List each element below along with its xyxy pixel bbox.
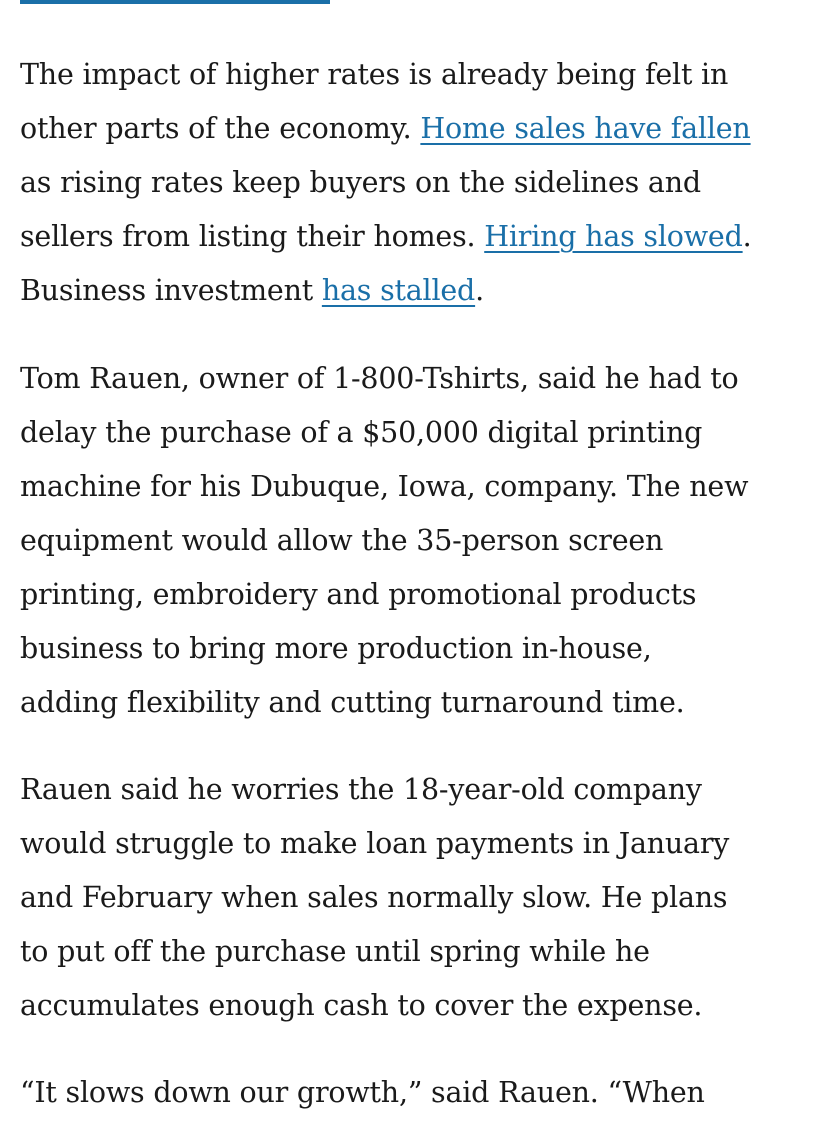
- text-line: equipment would allow the 35-person scre…: [20, 514, 748, 568]
- paragraph-2: Tom Rauen, owner of 1-800-Tshirts, said …: [20, 352, 748, 730]
- text-line: business to bring more production in-hou…: [20, 622, 748, 676]
- text-run: as rising rates keep buyers on the sidel…: [20, 166, 701, 199]
- text-run: other parts of the economy.: [20, 112, 421, 145]
- text-run: to put off the purchase until spring whi…: [20, 935, 650, 968]
- paragraph-1: The impact of higher rates is already be…: [20, 48, 752, 318]
- text-line: printing, embroidery and promotional pro…: [20, 568, 748, 622]
- text-line: adding flexibility and cutting turnaroun…: [20, 676, 748, 730]
- text-line: accumulates enough cash to cover the exp…: [20, 979, 729, 1033]
- text-run: sellers from listing their homes.: [20, 220, 485, 253]
- text-run: machine for his Dubuque, Iowa, company. …: [20, 470, 749, 503]
- text-line: The impact of higher rates is already be…: [20, 48, 751, 102]
- text-run: would struggle to make loan payments in …: [20, 827, 730, 860]
- text-line: “It slows down our growth,” said Rauen. …: [20, 1066, 705, 1120]
- paragraph-3: Rauen said he worries the 18-year-old co…: [20, 763, 729, 1033]
- text-run: Rauen said he worries the 18-year-old co…: [20, 773, 702, 806]
- text-run: .: [475, 274, 484, 307]
- article-link[interactable]: Home sales have fallen: [420, 112, 751, 145]
- text-run: Business investment: [20, 274, 322, 307]
- text-run: The impact of higher rates is already be…: [20, 58, 729, 91]
- text-run: adding flexibility and cutting turnaroun…: [20, 686, 685, 719]
- text-line: Tom Rauen, owner of 1-800-Tshirts, said …: [20, 352, 748, 406]
- text-run: .: [742, 220, 752, 253]
- text-line: would struggle to make loan payments in …: [20, 817, 729, 871]
- text-line: as rising rates keep buyers on the sidel…: [20, 156, 751, 210]
- text-run: Tom Rauen, owner of 1-800-Tshirts, said …: [20, 362, 739, 395]
- text-line: other parts of the economy. Home sales h…: [20, 102, 751, 156]
- text-line: to put off the purchase until spring whi…: [20, 925, 729, 979]
- article-link[interactable]: has stalled: [321, 274, 476, 307]
- text-line: sellers from listing their homes. Hiring…: [20, 210, 752, 264]
- text-line: Business investment has stalled.: [20, 264, 751, 318]
- text-line: and February when sales normally slow. H…: [20, 871, 729, 925]
- text-line: delay the purchase of a $50,000 digital …: [20, 406, 748, 460]
- text-run: “It slows down our growth,” said Rauen. …: [20, 1076, 705, 1109]
- text-line: Rauen said he worries the 18-year-old co…: [20, 763, 729, 817]
- text-run: delay the purchase of a $50,000 digital …: [20, 416, 703, 449]
- text-run: printing, embroidery and promotional pro…: [20, 578, 697, 611]
- text-line: machine for his Dubuque, Iowa, company. …: [20, 460, 748, 514]
- paragraph-4: “It slows down our growth,” said Rauen. …: [20, 1066, 705, 1120]
- article-link[interactable]: Hiring has slowed: [484, 220, 743, 253]
- cut-off-link-underline[interactable]: [20, 0, 330, 4]
- text-run: business to bring more production in-hou…: [20, 632, 652, 665]
- text-run: equipment would allow the 35-person scre…: [20, 524, 664, 557]
- text-run: and February when sales normally slow. H…: [20, 881, 728, 914]
- text-run: accumulates enough cash to cover the exp…: [20, 989, 703, 1022]
